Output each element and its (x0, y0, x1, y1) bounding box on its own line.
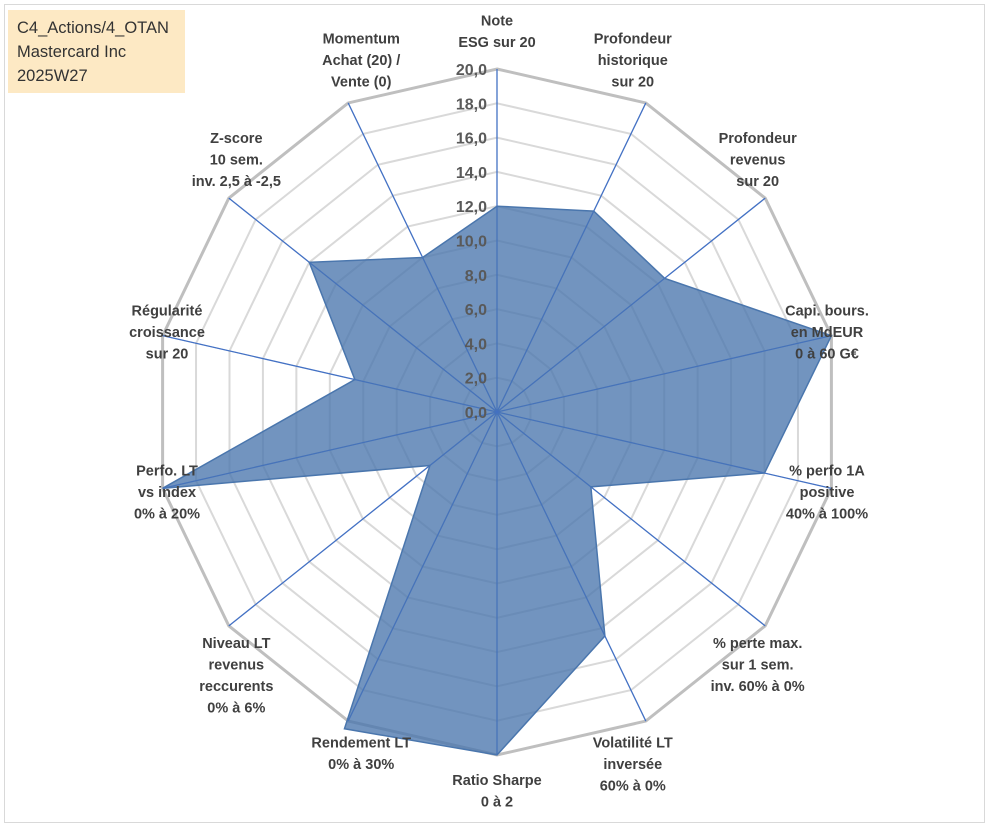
category-label: croissance (129, 325, 205, 341)
category-label: 0% à 6% (207, 700, 265, 716)
category-label: Momentum (323, 32, 400, 48)
axis-spoke-overlay (496, 411, 647, 722)
category-label: en MdEUR (791, 325, 864, 341)
category-label: Niveau LT (202, 636, 270, 652)
axis-spoke-overlay (496, 102, 647, 413)
category-label: 0% à 30% (328, 757, 394, 773)
tick-label: 18,0 (456, 96, 487, 113)
axis-spoke-overlay (228, 411, 498, 627)
info-line-company: Mastercard Inc (17, 43, 127, 61)
category-label: inv. 2,5 à -2,5 (192, 174, 281, 190)
category-label: Perfo. LT (136, 463, 198, 479)
category-label: revenus (730, 153, 786, 169)
category-label: Profondeur (594, 32, 672, 48)
axis-spoke-overlay (496, 411, 766, 627)
category-label: Vente (0) (331, 75, 392, 91)
category-label: Achat (20) / (322, 53, 400, 69)
info-box: C4_Actions/4_OTAN Mastercard Inc 2025W27 (8, 10, 185, 93)
axis-spoke-overlay (347, 102, 498, 413)
category-label: vs index (138, 485, 196, 501)
tick-label: 14,0 (456, 165, 487, 182)
tick-label: 12,0 (456, 199, 487, 216)
category-label: % perte max. (713, 636, 802, 652)
category-label: 40% à 100% (786, 506, 868, 522)
category-label: revenus (209, 657, 265, 673)
category-label: 0% à 20% (134, 506, 200, 522)
category-label: Volatilité LT (593, 735, 673, 751)
axis-spoke-overlay (228, 197, 498, 413)
category-label: sur 1 sem. (722, 657, 794, 673)
axis-spoke-overlay (496, 335, 832, 413)
tick-label: 20,0 (456, 62, 487, 79)
category-label: ESG sur 20 (458, 35, 535, 51)
category-label: inversée (603, 757, 662, 773)
axis-spoke-overlay (162, 335, 498, 413)
tick-label: 10,0 (456, 234, 487, 251)
category-label: Capi. bours. (785, 304, 869, 320)
category-label: historique (598, 53, 668, 69)
axis-spoke-overlay (496, 197, 766, 413)
category-label: 60% à 0% (600, 778, 666, 794)
category-label: Profondeur (719, 131, 797, 147)
tick-label: 6,0 (465, 302, 487, 319)
category-label: sur 20 (611, 75, 654, 91)
category-label: sur 20 (146, 347, 189, 363)
category-label: Régularité (132, 304, 203, 320)
tick-label: 8,0 (465, 268, 487, 285)
category-label: reccurents (199, 679, 273, 695)
category-label: 0 à 2 (481, 795, 513, 811)
category-label: Ratio Sharpe (452, 773, 541, 789)
category-label: Z-score (210, 131, 262, 147)
category-label: positive (800, 485, 855, 501)
info-line-index: C4_Actions/4_OTAN (17, 19, 169, 37)
info-line-week: 2025W27 (17, 67, 88, 85)
category-label: inv. 60% à 0% (711, 679, 805, 695)
axis-spoke-overlay (496, 411, 832, 489)
axis-spoke-overlay (162, 411, 498, 489)
category-label: 10 sem. (210, 153, 263, 169)
category-label: sur 20 (736, 174, 779, 190)
tick-label: 0,0 (465, 405, 487, 422)
category-label: Note (481, 14, 513, 30)
category-label: 0 à 60 G€ (795, 347, 859, 363)
tick-label: 4,0 (465, 336, 487, 353)
radar-spokes-overlay (162, 69, 832, 755)
axis-spoke-overlay (347, 411, 498, 722)
tick-label: 16,0 (456, 131, 487, 148)
category-label: % perfo 1A (789, 463, 865, 479)
tick-label: 2,0 (465, 371, 487, 388)
radar-category-labels: Note ESG sur 20 Profondeur historique sur 20… (129, 14, 869, 811)
category-label: Rendement LT (311, 735, 411, 751)
radar-tick-labels: 0,0 2,0 4,0 6,0 8,0 10,0 12,0 14,0 16,0 18,0 20,0 (456, 62, 487, 422)
